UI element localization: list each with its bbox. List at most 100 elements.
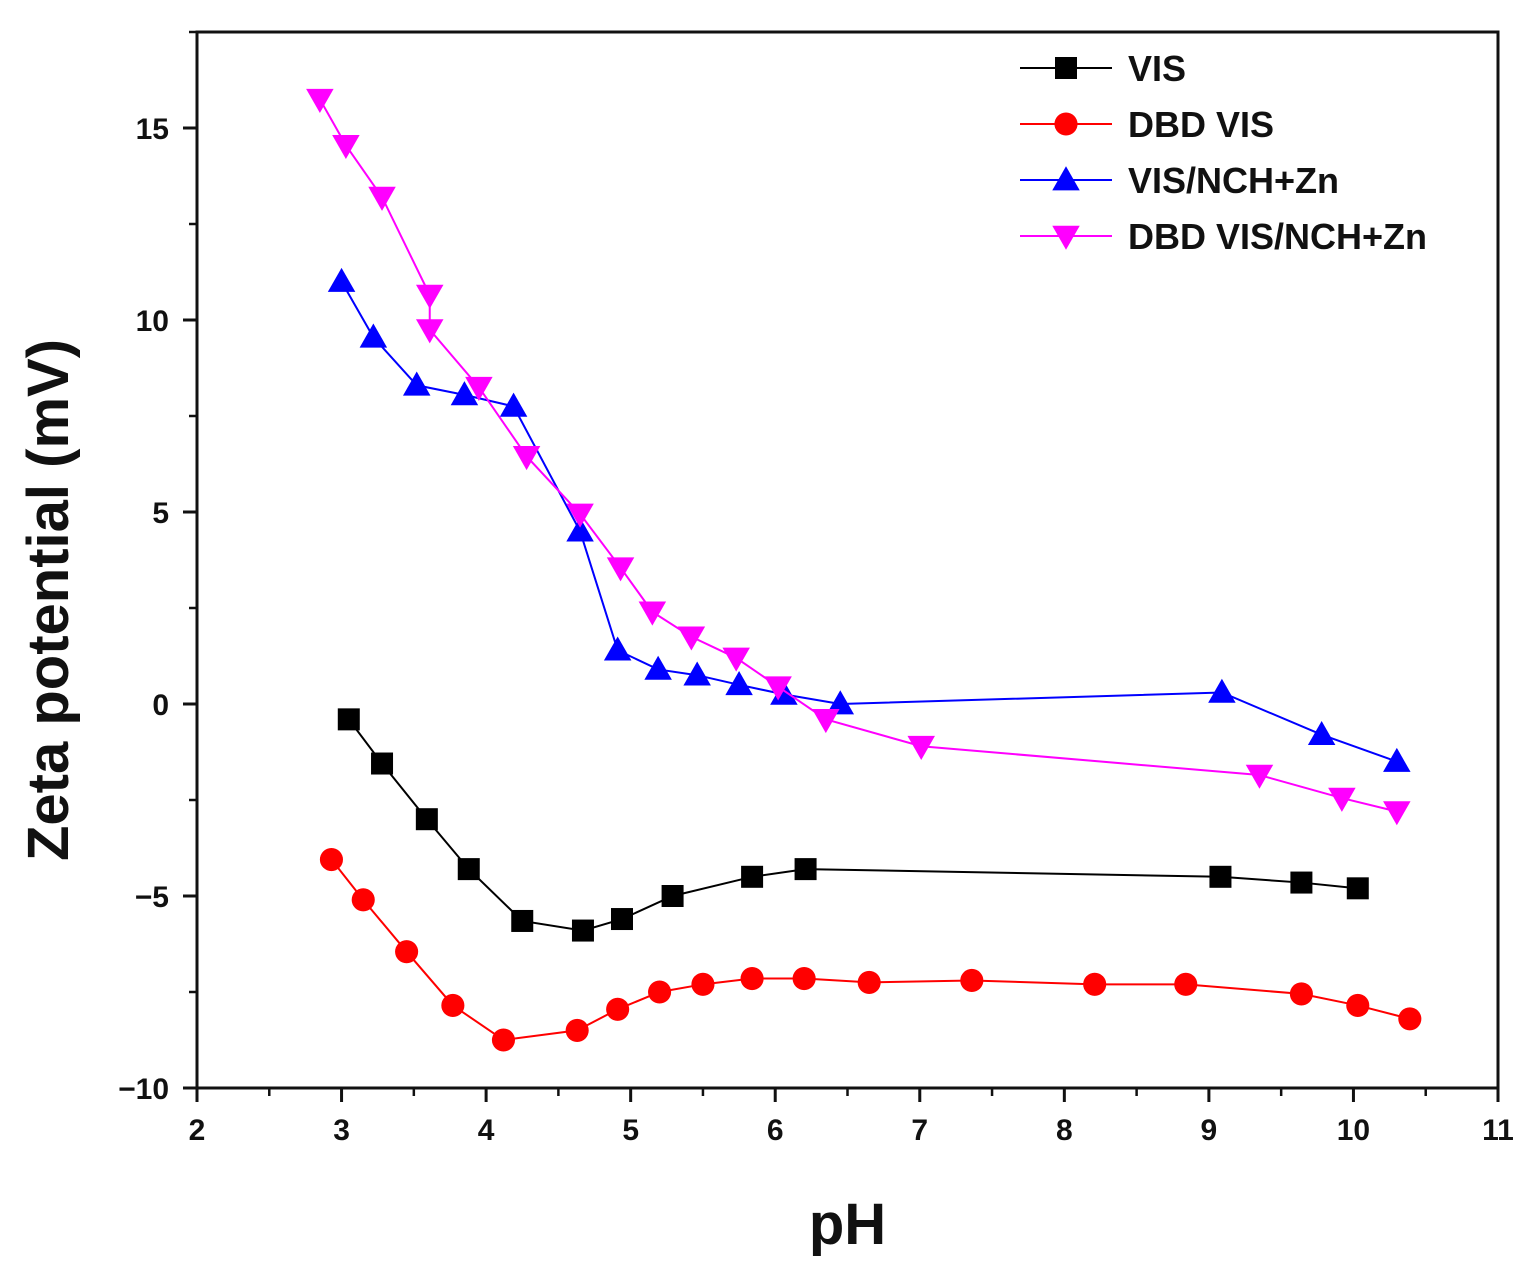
data-point — [499, 392, 528, 417]
data-point — [1209, 865, 1232, 888]
data-point — [1383, 801, 1411, 826]
data-point — [566, 517, 594, 542]
series-line — [330, 858, 1411, 1042]
data-point — [722, 647, 750, 672]
data-point — [826, 690, 855, 715]
data-point — [1383, 747, 1411, 772]
x-tick-label: 10 — [1337, 1114, 1370, 1147]
data-point — [644, 655, 672, 680]
legend-marker — [1054, 112, 1078, 136]
data-point — [327, 267, 356, 292]
data-point — [691, 972, 715, 996]
data-point — [457, 858, 480, 881]
data-point — [465, 376, 493, 401]
data-point — [450, 381, 479, 406]
x-tick-label: 11 — [1482, 1114, 1514, 1147]
data-point — [638, 601, 667, 626]
data-point — [741, 865, 764, 888]
data-point — [1208, 678, 1236, 703]
x-tick-label: 5 — [622, 1114, 639, 1147]
data-point — [566, 503, 594, 528]
y-axis-title: Zeta potential (mV) — [16, 339, 81, 861]
legend-marker — [1055, 57, 1077, 79]
data-point — [565, 1018, 589, 1042]
data-point — [512, 446, 541, 471]
series-line — [319, 98, 1398, 813]
data-point — [1346, 877, 1369, 900]
data-point — [794, 858, 817, 881]
series-vis-nch-zn — [327, 267, 1411, 772]
data-point — [351, 888, 375, 912]
data-point — [395, 940, 419, 964]
data-point — [740, 967, 764, 991]
series-dbd-vis-nch-zn — [306, 88, 1411, 826]
x-tick-label: 7 — [911, 1114, 928, 1147]
legend-label: DBD VIS — [1128, 104, 1274, 145]
data-point — [792, 967, 816, 991]
data-point — [415, 319, 444, 344]
legend-marker — [1052, 166, 1080, 191]
legend-label: VIS/NCH+Zn — [1128, 160, 1339, 201]
data-point — [661, 885, 684, 907]
y-tick-label: 10 — [136, 305, 169, 338]
x-tick-label: 3 — [333, 1114, 350, 1147]
data-point — [368, 186, 396, 211]
data-point — [907, 735, 935, 760]
data-point — [725, 671, 753, 696]
y-tick-label: −10 — [118, 1073, 169, 1106]
x-tick-label: 2 — [189, 1114, 206, 1147]
data-point — [1289, 982, 1313, 1006]
data-point — [1398, 1007, 1422, 1031]
data-point — [677, 626, 706, 651]
data-point — [402, 371, 431, 396]
data-point — [1346, 993, 1370, 1017]
y-axis: −10 −5 0 5 10 15 — [118, 30, 197, 1106]
data-point — [770, 680, 798, 705]
data-point — [764, 676, 792, 701]
legend-label: VIS — [1128, 48, 1186, 89]
data-point — [441, 993, 465, 1017]
data-point — [337, 708, 360, 731]
legend-marker — [1052, 225, 1080, 250]
data-point — [1083, 972, 1107, 996]
y-tick-label: −5 — [135, 881, 169, 914]
data-point — [371, 752, 394, 775]
x-axis: 2 3 4 5 6 7 8 9 10 11 — [189, 1088, 1514, 1147]
data-point — [606, 997, 630, 1021]
data-point — [306, 88, 334, 113]
x-tick-label: 9 — [1201, 1114, 1218, 1147]
x-tick-label: 8 — [1056, 1114, 1073, 1147]
legend-label: DBD VIS/NCH+Zn — [1128, 216, 1427, 257]
data-point — [1245, 764, 1274, 789]
legend-item: DBD VIS/NCH+Zn — [1020, 216, 1427, 257]
data-point — [648, 980, 672, 1004]
data-point — [610, 908, 633, 931]
data-point — [359, 323, 388, 348]
data-point — [1290, 871, 1313, 894]
legend-item: VIS/NCH+Zn — [1020, 160, 1339, 201]
data-point — [857, 970, 881, 994]
data-point — [1328, 787, 1356, 812]
x-axis-title: pH — [809, 1192, 886, 1257]
y-tick-label: 5 — [152, 497, 169, 530]
data-point — [606, 557, 635, 582]
data-point — [960, 968, 984, 993]
data-point — [812, 709, 840, 734]
legend-item: VIS — [1020, 48, 1186, 89]
data-point — [415, 284, 444, 309]
legend-item: DBD VIS — [1020, 104, 1274, 145]
data-point — [511, 909, 534, 932]
data-point — [603, 636, 632, 661]
data-point — [415, 808, 438, 831]
series-layer — [306, 88, 1422, 1052]
y-tick-label: 0 — [152, 689, 169, 722]
data-point — [571, 919, 594, 942]
series-vis — [337, 708, 1369, 942]
x-tick-label: 4 — [478, 1114, 495, 1147]
data-point — [1174, 972, 1198, 996]
data-point — [491, 1028, 516, 1052]
data-point — [1307, 720, 1336, 746]
legend: VIS DBD VIS VIS/NCH+Zn DBD VIS/NCH+Zn — [1020, 48, 1427, 257]
